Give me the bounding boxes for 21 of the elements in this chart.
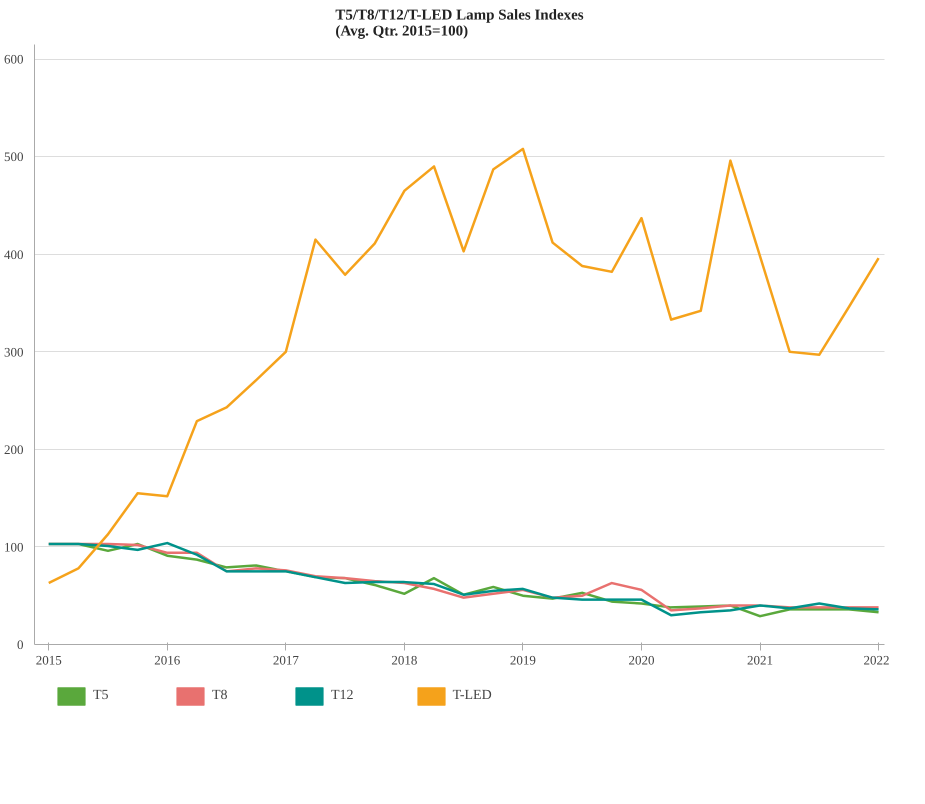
x-tick-label: 2016 (154, 652, 181, 668)
y-tick-label: 0 (17, 637, 24, 652)
legend-label: T12 (331, 688, 354, 704)
x-tick-label: 2021 (747, 652, 774, 668)
x-tick-label: 2018 (391, 652, 418, 668)
x-tick-label: 2015 (36, 652, 62, 668)
y-tick-label: 200 (4, 442, 24, 457)
y-tick-label: 300 (4, 344, 24, 360)
legend-label: T-LED (452, 688, 492, 704)
x-tick-label: 2017 (272, 652, 300, 668)
x-tick-label: 2019 (510, 652, 536, 668)
line-series (47, 148, 880, 584)
x-tick-label: 2022 (864, 652, 890, 668)
y-tick-label: 600 (4, 52, 24, 67)
y-tick-label: 100 (4, 539, 24, 554)
legend-label: T8 (212, 688, 229, 704)
legend-label: T5 (93, 688, 110, 704)
x-tick-label: 2020 (628, 652, 654, 668)
chart-title: T5/T8/T12/T-LED Lamp Sales Indexes (Avg. Qtr. 2015=100) (335, 8, 584, 40)
y-tick-label: 500 (4, 149, 24, 164)
y-tick-label: 400 (4, 246, 24, 262)
